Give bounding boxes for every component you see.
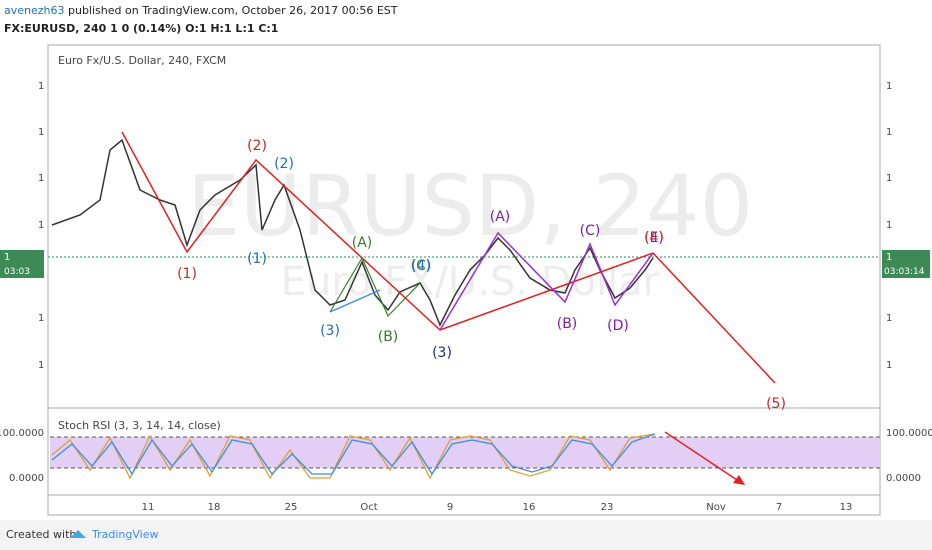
level-right: 0.0000 <box>886 473 921 484</box>
time-label: 9 <box>447 502 453 513</box>
legend: Euro Fx/U.S. Dollar, 240, FXCM <box>58 54 226 67</box>
time-label: 18 <box>208 502 221 513</box>
last-price-box-right <box>882 250 930 278</box>
time-label: 7 <box>776 502 782 513</box>
last-price-box-left <box>0 250 44 278</box>
level-right: 100.0000 <box>886 428 932 439</box>
watermark: EURUSD, 240 <box>187 157 753 255</box>
rsi-arrowhead <box>733 475 745 485</box>
level-left: 0.0000 <box>9 473 44 484</box>
wave-label: (2) <box>274 156 294 172</box>
wave-purple <box>439 231 654 331</box>
time-label: 11 <box>142 502 155 513</box>
footer-created: Created with <box>6 528 76 541</box>
price-label-right: 1 <box>886 173 892 184</box>
wave-label: (A) <box>490 209 511 225</box>
wave-label: (D) <box>607 318 629 334</box>
price-label-right: 1 <box>886 313 892 324</box>
price-label-left: 1 <box>38 173 44 184</box>
wave-label: (1) <box>177 266 197 282</box>
rsi-band <box>50 437 880 468</box>
wave-label: (B) <box>557 316 578 332</box>
rsi-arrow <box>664 431 741 483</box>
wave-label: (3) <box>432 345 452 361</box>
last-price-right: 1 <box>886 252 892 263</box>
price-label-right: 1 <box>886 360 892 371</box>
price-label-left: 1 <box>38 127 44 138</box>
footer-brand[interactable]: TradingView <box>91 528 158 541</box>
price-label-left: 1 <box>38 360 44 371</box>
level-left: 100.0000 <box>0 428 44 439</box>
indicator-title: Stoch RSI (3, 3, 14, 14, close) <box>58 419 221 432</box>
price-label-left: 1 <box>38 220 44 231</box>
price-label-left: 1 <box>38 81 44 92</box>
time-label: 13 <box>840 502 853 513</box>
footer-bg <box>0 520 932 550</box>
wave-label: (3) <box>320 323 340 339</box>
wave-label: (1) <box>247 251 267 267</box>
wave-label: (C) <box>580 223 601 239</box>
wave-green <box>329 256 421 318</box>
last-price-left: 1 <box>4 252 10 263</box>
price-label-left: 1 <box>38 313 44 324</box>
wave-label: (2) <box>247 138 267 154</box>
symbol-line: FX:EURUSD, 240 1 0 (0.14%) O:1 H:1 L:1 C… <box>4 22 279 35</box>
wave-label: (A) <box>352 235 373 251</box>
price-label-right: 1 <box>886 127 892 138</box>
wave-label: (C) <box>411 258 432 274</box>
time-label: Oct <box>360 502 377 513</box>
stoch-k <box>51 433 656 480</box>
wave-blue <box>329 289 381 313</box>
wave-label: (4) <box>411 258 431 274</box>
time-label: 23 <box>601 502 614 513</box>
price-label-right: 1 <box>886 220 892 231</box>
wave-label: (E) <box>644 230 664 246</box>
wave-red <box>121 131 776 384</box>
time-label: 16 <box>523 502 536 513</box>
wave-label: (B) <box>378 329 399 345</box>
time-label: 25 <box>285 502 298 513</box>
header-line: avenezh63 published on TradingView.com, … <box>4 4 397 17</box>
author[interactable]: avenezh63 <box>4 4 65 17</box>
price-path <box>51 138 654 327</box>
countdown-right: 03:03:14 <box>884 267 925 277</box>
watermark-sub: Euro FX/U.S. Dollar <box>281 259 660 305</box>
wave-label: (5) <box>766 396 786 412</box>
price-label-right: 1 <box>886 81 892 92</box>
countdown-left: 03:03 <box>4 267 30 277</box>
published: published on TradingView.com, October 26… <box>68 4 398 17</box>
time-label: Nov <box>706 502 726 513</box>
stoch-d <box>51 433 656 476</box>
frame <box>47 44 881 516</box>
brand-icon <box>70 530 86 538</box>
wave-label: (4) <box>644 230 664 246</box>
